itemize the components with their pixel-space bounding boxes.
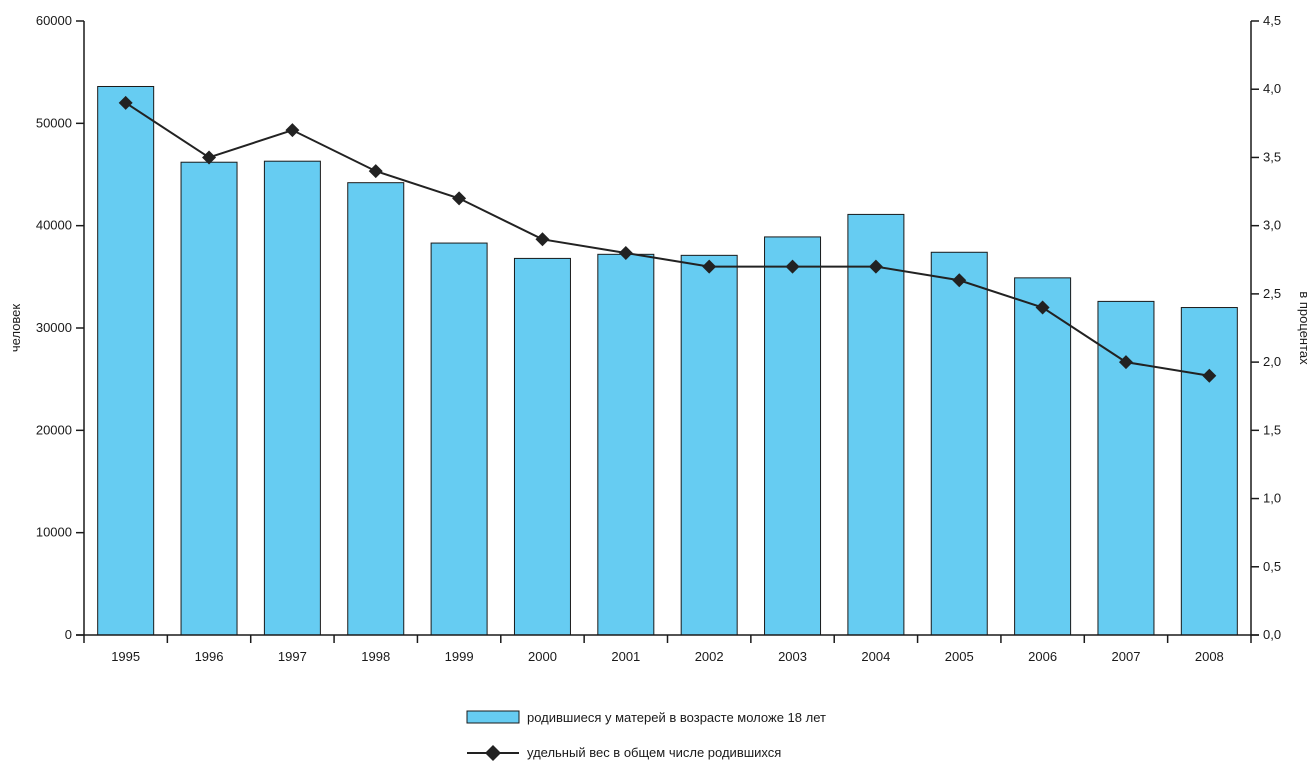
legend-bar-label: родившиеся у матерей в возрасте моложе 1… (527, 710, 826, 725)
bar-2005 (930, 251, 988, 636)
line-point-2008 (1202, 368, 1217, 383)
line-point-2003 (785, 259, 800, 274)
line-point-1999 (452, 191, 467, 206)
bar-1999 (430, 242, 488, 636)
bar-2002 (680, 254, 738, 636)
line-point-2004 (868, 259, 883, 274)
x-axis-tick-label: 1997 (278, 649, 307, 664)
legend-diamond-marker (485, 745, 501, 761)
right-axis-tick-label: 2,5 (1263, 286, 1281, 301)
bar-1998 (347, 182, 405, 636)
left-axis-tick-label: 60000 (36, 13, 72, 28)
right-axis-tick-label: 2,0 (1263, 354, 1281, 369)
legend-line-label: удельный вес в общем числе родившихся (527, 745, 781, 760)
line-point-1997 (285, 123, 300, 138)
bar-1996 (180, 161, 238, 636)
line-point-2000 (535, 232, 550, 247)
line-series-path (125, 102, 1210, 377)
left-axis-tick-label: 0 (65, 627, 72, 642)
bar-2003 (764, 236, 822, 636)
x-axis-tick-label: 1999 (445, 649, 474, 664)
x-axis-tick-label: 1998 (361, 649, 390, 664)
right-axis-tick-label: 1,0 (1263, 491, 1281, 506)
bar-2001 (597, 253, 655, 636)
left-axis-tick-label: 10000 (36, 525, 72, 540)
x-axis-tick-label: 2002 (695, 649, 724, 664)
bar-1995 (97, 85, 155, 636)
x-axis-tick-label: 1996 (195, 649, 224, 664)
line-point-2006 (1035, 300, 1050, 315)
right-axis-tick-label: 0,0 (1263, 627, 1281, 642)
x-axis-tick-label: 2008 (1195, 649, 1224, 664)
line-point-1996 (202, 150, 217, 165)
bar-2004 (847, 213, 905, 636)
line-point-2001 (618, 245, 633, 260)
right-axis-tick-label: 0,5 (1263, 559, 1281, 574)
right-axis-tick-label: 3,0 (1263, 218, 1281, 233)
left-axis-tick-label: 50000 (36, 115, 72, 130)
axes-layer: 0 10000 20000 30000 40000 50000 60000 0,0 0,5 1,0… (36, 13, 1281, 664)
line-point-1995 (118, 95, 133, 110)
left-axis-title: человек (8, 304, 23, 353)
x-axis-tick-label: 2007 (1112, 649, 1141, 664)
right-axis-tick-label: 1,5 (1263, 422, 1281, 437)
left-axis-tick-label: 20000 (36, 422, 72, 437)
x-axis-tick-label: 2004 (861, 649, 890, 664)
x-axis-tick-label: 2005 (945, 649, 974, 664)
x-axis-tick-label: 2001 (611, 649, 640, 664)
line-point-2005 (952, 273, 967, 288)
x-axis-tick-label: 1995 (111, 649, 140, 664)
bar-2000 (513, 257, 571, 636)
bar-2008 (1180, 307, 1238, 636)
left-axis-tick-label: 40000 (36, 218, 72, 233)
line-layer (118, 95, 1217, 383)
line-point-1998 (368, 164, 383, 179)
bar-2006 (1014, 277, 1072, 636)
x-axis-tick-label: 2003 (778, 649, 807, 664)
line-point-2002 (702, 259, 717, 274)
right-axis-title: в процентах (1297, 291, 1312, 365)
left-axis-tick-label: 30000 (36, 320, 72, 335)
x-axis-tick-label: 2000 (528, 649, 557, 664)
right-axis-tick-label: 3,5 (1263, 149, 1281, 164)
line-point-2007 (1118, 355, 1133, 370)
x-axis-tick-label: 2006 (1028, 649, 1057, 664)
legend: родившиеся у матерей в возрасте моложе 1… (466, 710, 826, 761)
right-axis-tick-label: 4,0 (1263, 81, 1281, 96)
bars-layer (97, 85, 1238, 636)
legend-bar-swatch (466, 710, 520, 724)
right-axis-tick-label: 4,5 (1263, 13, 1281, 28)
bar-1997 (263, 160, 321, 636)
bar-2007 (1097, 300, 1155, 636)
